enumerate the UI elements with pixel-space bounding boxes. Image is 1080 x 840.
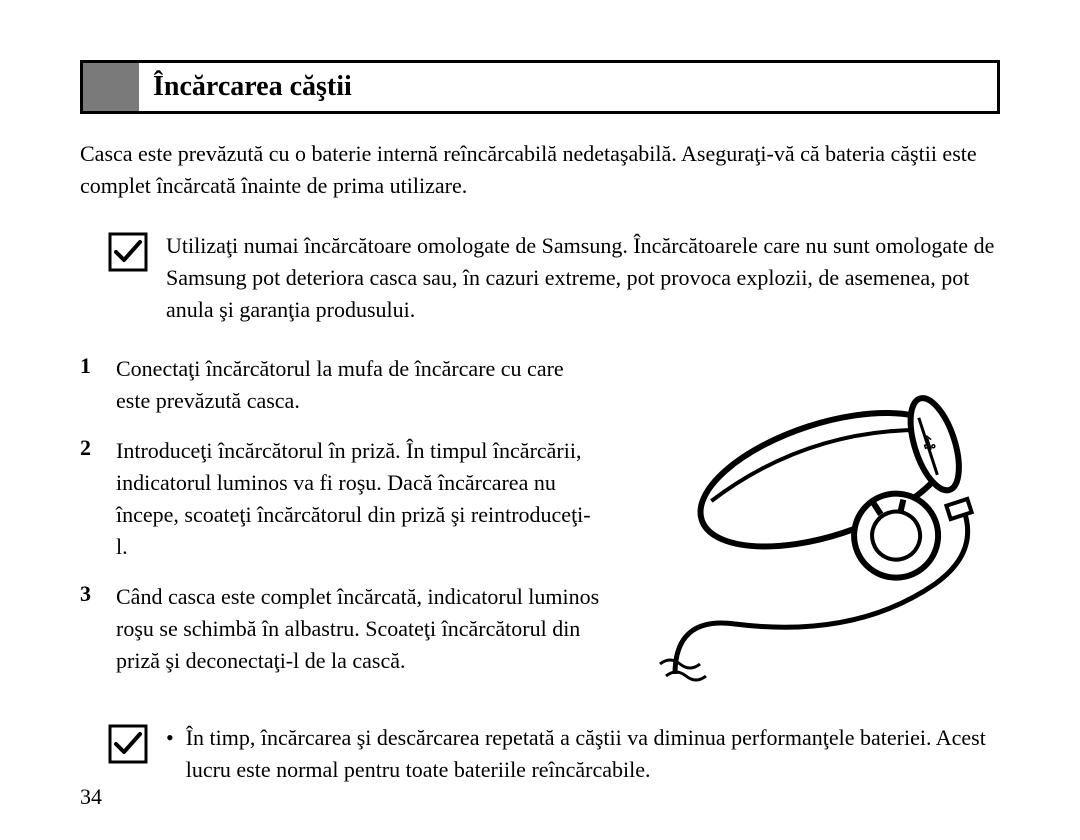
step-text: Conectaţi încărcătorul la mufa de încărc… bbox=[116, 353, 602, 417]
checkmark-icon bbox=[108, 232, 148, 272]
bullet-note: • În timp, încărcarea şi descărcarea rep… bbox=[166, 722, 1000, 786]
steps-area: 1 Conectaţi încărcătorul la mufa de încă… bbox=[80, 353, 1000, 694]
checkmark-icon bbox=[108, 724, 148, 764]
step-text: Când casca este complet încărcată, indic… bbox=[116, 581, 602, 677]
step-row: 2 Introduceţi încărcătorul în priză. În … bbox=[80, 435, 602, 563]
step-number: 2 bbox=[80, 435, 98, 563]
note-row-2: • În timp, încărcarea şi descărcarea rep… bbox=[108, 722, 1000, 786]
bullet-dot: • bbox=[166, 722, 174, 786]
step-row: 1 Conectaţi încărcătorul la mufa de încă… bbox=[80, 353, 602, 417]
step-number: 1 bbox=[80, 353, 98, 417]
heading-accent-block bbox=[83, 63, 139, 111]
note-text-1: Utilizaţi numai încărcătoare omologate d… bbox=[166, 230, 1000, 326]
step-text: Introduceţi încărcătorul în priză. În ti… bbox=[116, 435, 602, 563]
note-text-2: În timp, încărcarea şi descărcarea repet… bbox=[186, 722, 1000, 786]
intro-paragraph: Casca este prevăzută cu o baterie intern… bbox=[80, 138, 1000, 202]
note-row-1: Utilizaţi numai încărcătoare omologate d… bbox=[108, 230, 1000, 326]
step-number: 3 bbox=[80, 581, 98, 677]
steps-column: 1 Conectaţi încărcătorul la mufa de încă… bbox=[80, 353, 602, 694]
step-row: 3 Când casca este complet încărcată, ind… bbox=[80, 581, 602, 677]
section-heading-bar: Încărcarea căştii bbox=[80, 60, 1000, 114]
page-number: 34 bbox=[80, 784, 102, 810]
section-heading: Încărcarea căştii bbox=[139, 63, 997, 111]
headset-illustration bbox=[620, 353, 1000, 694]
